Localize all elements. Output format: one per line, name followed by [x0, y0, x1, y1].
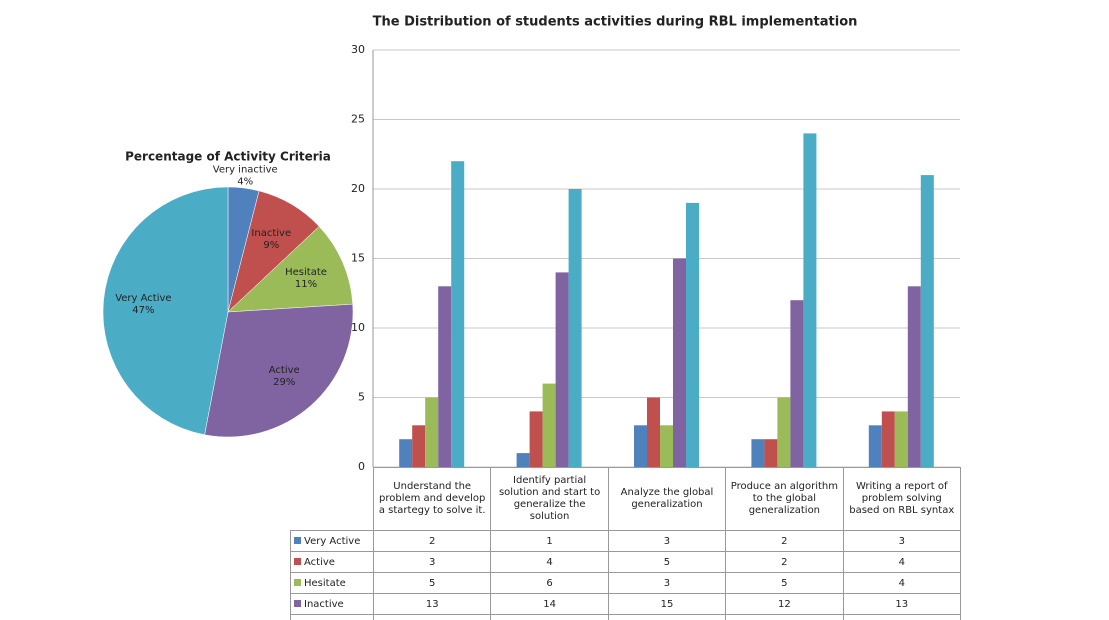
table-corner: [291, 468, 374, 531]
bar: [921, 175, 934, 467]
table-value: 20: [491, 615, 608, 620]
table-value: 5: [374, 573, 491, 594]
legend-label: Hesitate: [304, 578, 346, 589]
legend-label: Inactive: [304, 599, 344, 610]
legend-entry: Hesitate: [291, 573, 374, 594]
slice-label: Hesitate: [285, 267, 327, 278]
legend-swatch: [294, 579, 301, 586]
table-value: 3: [608, 573, 725, 594]
table-value: 5: [726, 573, 843, 594]
table-value: 2: [726, 531, 843, 552]
legend-label: Very Active: [304, 536, 360, 547]
slice-value-label: 11%: [295, 279, 317, 290]
bar: [438, 286, 451, 467]
table-value: 22: [374, 615, 491, 620]
bar: [686, 203, 699, 467]
table-value: 3: [374, 552, 491, 573]
pie-slice: [103, 187, 228, 435]
bar: [882, 411, 895, 467]
bar: [777, 398, 790, 468]
x-tick-label: Produce an algorithm to the global gener…: [726, 468, 843, 531]
table-value: 13: [843, 594, 960, 615]
table-value: 4: [843, 573, 960, 594]
bar: [647, 398, 660, 468]
bar: [399, 439, 412, 467]
legend-swatch: [294, 537, 301, 544]
y-tick-label: 30: [351, 43, 365, 56]
bar: [634, 425, 647, 467]
legend-label: Active: [304, 557, 335, 568]
x-tick-label: Analyze the global generalization: [608, 468, 725, 531]
table-value: 14: [491, 594, 608, 615]
table-value: 3: [608, 531, 725, 552]
bar: [790, 300, 803, 467]
slice-value-label: 9%: [263, 240, 279, 251]
page: Percentage of Activity Criteria The Dist…: [0, 0, 1109, 620]
y-tick-label: 25: [351, 113, 365, 126]
table-value: 2: [374, 531, 491, 552]
legend-entry: Active: [291, 552, 374, 573]
bar: [803, 133, 816, 467]
bar: [908, 286, 921, 467]
table-value: 15: [608, 594, 725, 615]
table-value: 19: [608, 615, 725, 620]
table-row: Very Inactive2220192421: [291, 615, 961, 620]
slice-value-label: 4%: [237, 177, 253, 188]
table-value: 1: [491, 531, 608, 552]
x-tick-label: Writing a report of problem solving base…: [843, 468, 960, 531]
y-tick-label: 5: [358, 391, 365, 404]
table-value: 6: [491, 573, 608, 594]
bar: [895, 411, 908, 467]
legend-swatch: [294, 600, 301, 607]
bar: [517, 453, 530, 467]
slice-value-label: 29%: [273, 377, 295, 388]
bar: [869, 425, 882, 467]
slice-label: Inactive: [251, 228, 291, 239]
bar: [764, 439, 777, 467]
y-tick-label: 20: [351, 182, 365, 195]
table-value: 4: [491, 552, 608, 573]
pie-title: Percentage of Activity Criteria: [125, 150, 331, 164]
bar: [751, 439, 764, 467]
table-value: 24: [726, 615, 843, 620]
table-value: 3: [843, 531, 960, 552]
legend-entry: Very Inactive: [291, 615, 374, 620]
table-value: 13: [374, 594, 491, 615]
y-tick-label: 15: [351, 252, 365, 265]
legend-entry: Very Active: [291, 531, 374, 552]
bar: [412, 425, 425, 467]
table-value: 21: [843, 615, 960, 620]
bar: [543, 384, 556, 467]
x-tick-label: Identify partial solution and start to g…: [491, 468, 608, 531]
bar: [660, 425, 673, 467]
slice-value-label: 47%: [132, 305, 154, 316]
bar: [569, 189, 582, 467]
bar: [451, 161, 464, 467]
bar: [530, 411, 543, 467]
table-value: 4: [843, 552, 960, 573]
slice-label: Very Active: [115, 293, 171, 304]
x-tick-label: Understand the problem and develop a sta…: [374, 468, 491, 531]
table-value: 2: [726, 552, 843, 573]
bar-title: The Distribution of students activities …: [373, 15, 858, 30]
table-value: 5: [608, 552, 725, 573]
slice-label: Very inactive: [213, 165, 278, 176]
bar: [556, 272, 569, 467]
table-header-row: Understand the problem and develop a sta…: [291, 468, 961, 531]
y-tick-label: 10: [351, 321, 365, 334]
table-value: 12: [726, 594, 843, 615]
bar: [673, 259, 686, 468]
slice-label: Active: [269, 365, 300, 376]
legend-entry: Inactive: [291, 594, 374, 615]
legend-swatch: [294, 558, 301, 565]
data-table: Understand the problem and develop a sta…: [290, 467, 961, 620]
bar: [425, 398, 438, 468]
